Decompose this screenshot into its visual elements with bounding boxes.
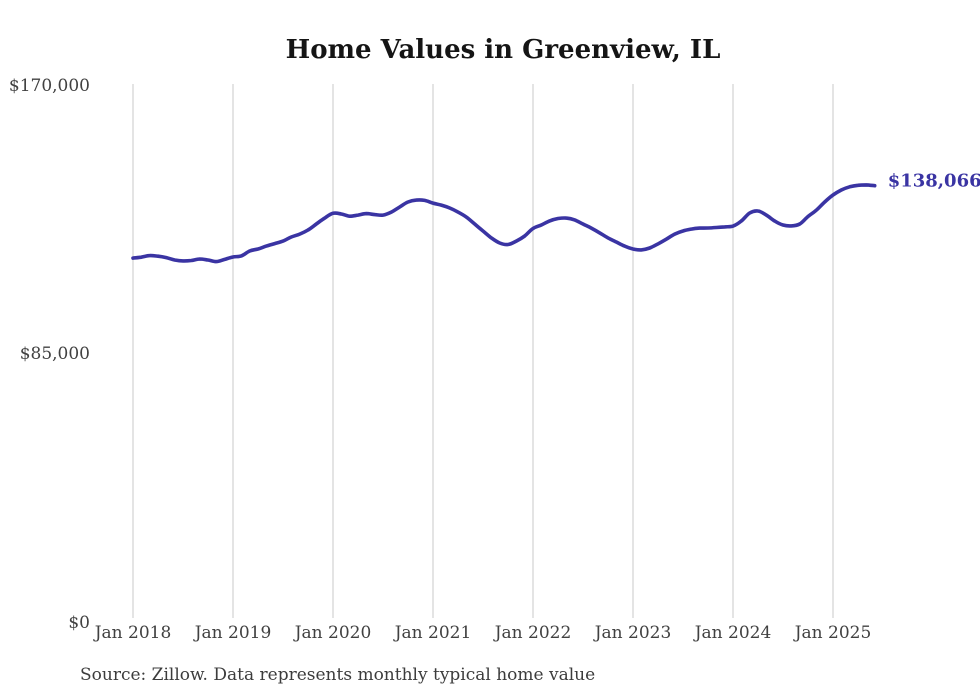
source-note: Source: Zillow. Data represents monthly …: [80, 665, 595, 685]
chart-title: Home Values in Greenview, IL: [286, 35, 721, 65]
y-tick-label-0: $0: [68, 613, 90, 633]
x-tick-label-jan-2024: Jan 2024: [693, 623, 772, 643]
x-axis-labels-group: Jan 2018 Jan 2019 Jan 2020 Jan 2021 Jan 2022…: [93, 623, 872, 643]
x-tick-label-jan-2021: Jan 2021: [393, 623, 472, 643]
x-tick-label-jan-2018: Jan 2018: [93, 623, 172, 643]
gridlines-group: [132, 84, 834, 618]
latest-value-label: $138,066: [888, 171, 980, 192]
x-tick-label-jan-2019: Jan 2019: [193, 623, 272, 643]
x-tick-label-jan-2022: Jan 2022: [493, 623, 572, 643]
x-tick-label-jan-2020: Jan 2020: [293, 623, 372, 643]
home-value-line-series: [131, 183, 877, 264]
x-tick-label-jan-2025: Jan 2025: [793, 623, 872, 643]
y-tick-label-85000: $85,000: [20, 344, 90, 364]
x-tick-label-jan-2023: Jan 2023: [593, 623, 672, 643]
y-tick-label-170000: $170,000: [9, 76, 90, 96]
